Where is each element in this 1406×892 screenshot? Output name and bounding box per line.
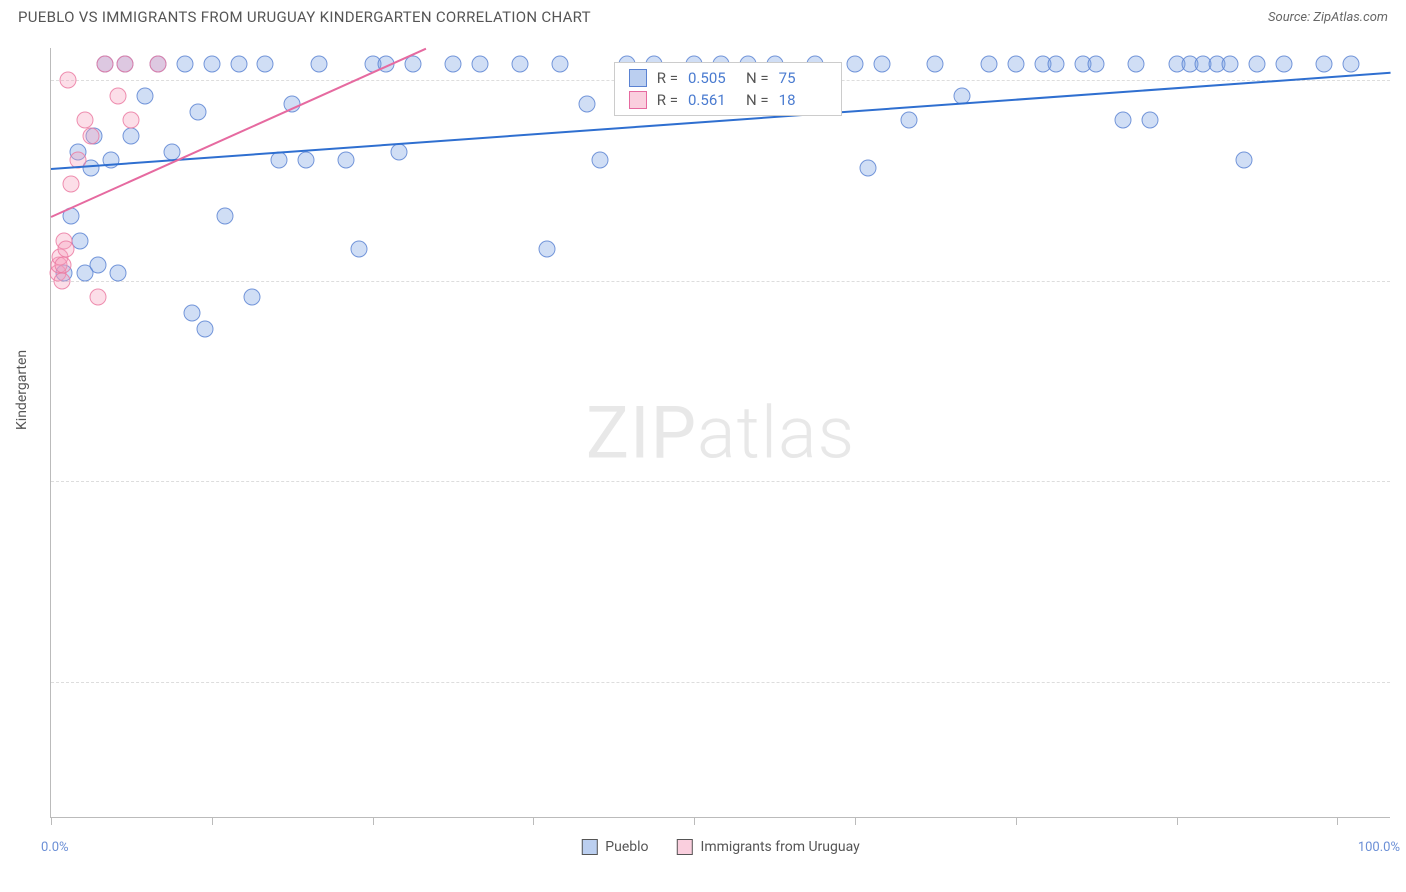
- gridline: [51, 481, 1390, 482]
- stats-n-key: N =: [746, 91, 769, 109]
- stats-swatch: [629, 69, 647, 87]
- scatter-chart: ZIPatlas 0.0% 100.0% Pueblo Immigrants f…: [50, 48, 1390, 818]
- data-point-pueblo: [190, 104, 207, 121]
- data-point-pueblo: [391, 144, 408, 161]
- data-point-pueblo: [197, 320, 214, 337]
- data-point-pueblo: [297, 152, 314, 169]
- data-point-pueblo: [1007, 56, 1024, 73]
- data-point-uruguay: [96, 56, 113, 73]
- watermark: ZIPatlas: [586, 390, 855, 475]
- data-point-uruguay: [89, 288, 106, 305]
- legend-swatch-pink: [677, 839, 693, 855]
- data-point-uruguay: [123, 112, 140, 129]
- source-attribution: Source: ZipAtlas.com: [1268, 10, 1388, 25]
- data-point-uruguay: [53, 272, 70, 289]
- stats-r-key: R =: [657, 91, 678, 109]
- x-tick: [533, 817, 534, 825]
- data-point-pueblo: [1222, 56, 1239, 73]
- legend: Pueblo Immigrants from Uruguay: [581, 839, 859, 855]
- data-point-pueblo: [860, 160, 877, 177]
- data-point-pueblo: [89, 256, 106, 273]
- data-point-pueblo: [1088, 56, 1105, 73]
- data-point-uruguay: [60, 72, 77, 89]
- data-point-uruguay: [83, 128, 100, 145]
- data-point-pueblo: [257, 56, 274, 73]
- data-point-pueblo: [311, 56, 328, 73]
- data-point-uruguay: [76, 112, 93, 129]
- stats-row: R = 0.505 N = 75: [615, 67, 841, 89]
- data-point-uruguay: [57, 240, 74, 257]
- data-point-pueblo: [512, 56, 529, 73]
- data-point-pueblo: [538, 240, 555, 257]
- x-tick: [694, 817, 695, 825]
- data-point-pueblo: [1115, 112, 1132, 129]
- legend-swatch-blue: [581, 839, 597, 855]
- x-tick: [1016, 817, 1017, 825]
- data-point-uruguay: [110, 88, 127, 105]
- data-point-pueblo: [1249, 56, 1266, 73]
- x-tick: [51, 817, 52, 825]
- stats-r-value: 0.505: [688, 69, 736, 87]
- data-point-pueblo: [847, 56, 864, 73]
- data-point-pueblo: [244, 288, 261, 305]
- data-point-pueblo: [981, 56, 998, 73]
- data-point-pueblo: [579, 96, 596, 113]
- data-point-pueblo: [351, 240, 368, 257]
- stats-row: R = 0.561 N = 18: [615, 89, 841, 111]
- data-point-pueblo: [1275, 56, 1292, 73]
- data-point-uruguay: [150, 56, 167, 73]
- stats-swatch: [629, 91, 647, 109]
- legend-label: Immigrants from Uruguay: [701, 839, 860, 855]
- data-point-pueblo: [183, 304, 200, 321]
- legend-item-uruguay: Immigrants from Uruguay: [677, 839, 860, 855]
- chart-title: PUEBLO VS IMMIGRANTS FROM URUGUAY KINDER…: [18, 8, 591, 26]
- data-point-pueblo: [445, 56, 462, 73]
- data-point-uruguay: [116, 56, 133, 73]
- trendline-uruguay: [51, 48, 427, 218]
- legend-item-pueblo: Pueblo: [581, 839, 648, 855]
- data-point-pueblo: [123, 128, 140, 145]
- data-point-pueblo: [1048, 56, 1065, 73]
- y-axis-title: Kindergarten: [14, 350, 30, 430]
- legend-label: Pueblo: [605, 839, 648, 855]
- data-point-pueblo: [136, 88, 153, 105]
- data-point-pueblo: [873, 56, 890, 73]
- stats-n-value: 18: [779, 91, 827, 109]
- stats-r-key: R =: [657, 69, 678, 87]
- data-point-pueblo: [217, 208, 234, 225]
- gridline: [51, 281, 1390, 282]
- data-point-pueblo: [110, 264, 127, 281]
- data-point-pueblo: [1342, 56, 1359, 73]
- data-point-pueblo: [1316, 56, 1333, 73]
- stats-n-key: N =: [746, 69, 769, 87]
- x-axis-max-label: 100.0%: [1358, 840, 1400, 855]
- data-point-pueblo: [471, 56, 488, 73]
- x-tick: [1177, 817, 1178, 825]
- data-point-pueblo: [927, 56, 944, 73]
- data-point-uruguay: [55, 256, 72, 273]
- gridline: [51, 682, 1390, 683]
- x-axis-min-label: 0.0%: [41, 840, 69, 855]
- data-point-pueblo: [103, 152, 120, 169]
- data-point-pueblo: [552, 56, 569, 73]
- data-point-pueblo: [203, 56, 220, 73]
- data-point-pueblo: [72, 232, 89, 249]
- x-tick: [1337, 817, 1338, 825]
- x-tick: [373, 817, 374, 825]
- x-tick: [212, 817, 213, 825]
- data-point-pueblo: [1128, 56, 1145, 73]
- stats-r-value: 0.561: [688, 91, 736, 109]
- data-point-pueblo: [337, 152, 354, 169]
- correlation-stats-box: R = 0.505 N = 75 R = 0.561 N = 18: [614, 62, 842, 116]
- data-point-pueblo: [900, 112, 917, 129]
- data-point-pueblo: [230, 56, 247, 73]
- data-point-pueblo: [1235, 152, 1252, 169]
- data-point-pueblo: [592, 152, 609, 169]
- stats-n-value: 75: [779, 69, 827, 87]
- data-point-pueblo: [177, 56, 194, 73]
- data-point-pueblo: [1141, 112, 1158, 129]
- data-point-pueblo: [270, 152, 287, 169]
- data-point-uruguay: [63, 176, 80, 193]
- x-tick: [855, 817, 856, 825]
